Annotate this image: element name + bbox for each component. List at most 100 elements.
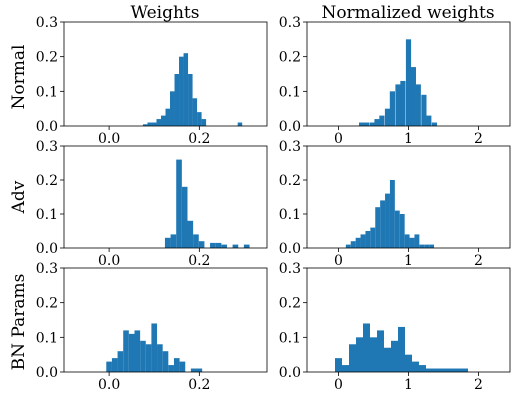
histogram-bar [192,98,198,126]
histogram-bar [424,244,430,248]
row-label-adv: Adv [9,180,29,214]
histogram-bar [431,122,437,126]
histogram-bar [142,124,148,126]
histogram-bar [400,80,406,126]
histogram-bar [134,330,141,372]
x-tick-label: 0 [334,377,343,393]
histogram-bar [117,351,124,372]
panel-normal-normalized-weights: 0.0 0.1 0.2 0.3 0 1 2 [279,15,511,147]
histogram-bar [345,244,351,248]
histogram-bar [243,244,250,248]
y-tick-label: 0.1 [36,84,58,100]
histogram-bar [179,361,186,372]
histogram-bar [197,112,202,126]
x-tick-label: 0.2 [188,377,210,393]
histogram-bar [454,368,461,372]
y-tick-label: 0.0 [36,241,58,257]
histogram-bar [395,84,401,126]
x-tick-label: 2 [474,131,483,147]
histogram-bar [370,337,377,372]
y-tick-label: 0.1 [36,330,58,346]
panel-bn-params-weights: 0.0 0.1 0.2 0.3 0.0 0.2 [36,261,268,393]
histogram-bar [162,351,169,372]
histogram-bar [426,115,432,126]
histogram-bar [170,91,175,126]
y-tick-label: 0.0 [36,119,58,135]
histogram-bar [419,365,426,372]
histogram-bar [190,368,197,372]
histogram-bar [237,122,243,126]
histogram-bar [160,115,166,126]
histogram-bar [398,326,405,372]
histogram-bar [384,108,391,126]
histogram-bar [179,56,184,126]
histogram-bar [365,231,371,248]
x-tick-label: 0.0 [98,377,120,393]
histogram-bar [176,159,182,248]
y-tick-label: 0.2 [279,173,301,189]
histogram-bar [165,108,171,126]
histogram-bar [181,186,188,248]
histogram-bar [461,368,468,372]
histogram-bar [415,84,421,126]
axes-frame [63,21,268,127]
panel-adv-weights: 0.0 0.1 0.2 0.3 0.0 0.2 [36,139,268,269]
histogram-bar [187,220,194,248]
histogram-bar [164,237,171,248]
histogram-bar [412,361,419,372]
histogram-bar [404,234,410,248]
axes-frame [63,267,268,373]
histogram-bar [375,207,381,248]
y-tick-label: 0.0 [279,119,301,135]
histogram-bar [198,241,205,248]
y-tick-label: 0.1 [36,207,58,223]
histogram-bar [374,119,380,126]
x-tick-label: 1 [404,377,413,393]
y-tick-label: 0.2 [279,296,301,312]
histogram-bar [429,244,435,248]
x-tick-label: 0 [334,131,343,147]
histogram-bar [174,74,180,126]
histogram-bar [405,39,412,126]
histogram-bar [168,365,174,372]
histogram-bar [409,237,415,248]
y-tick-label: 0.3 [279,139,301,155]
histogram-bar [410,67,416,126]
histogram-bar [399,214,405,248]
y-tick-label: 0.1 [279,207,301,223]
histogram-bar [421,94,427,126]
axes-frame [306,145,511,249]
histogram-bar [370,227,376,248]
histogram-bar [157,344,163,372]
histogram-bar [196,368,203,372]
histogram-bar [156,119,161,126]
histogram-bar [173,358,180,372]
panel-normal-weights: 0.0 0.1 0.2 0.3 0.0 0.2 [36,15,268,147]
histogram-bar [363,323,370,372]
histogram-bar [433,368,440,372]
x-tick-label: 0.0 [98,131,120,147]
histogram-bar [349,344,356,372]
histogram-bar [405,354,412,372]
x-tick-label: 0.2 [188,131,210,147]
y-tick-label: 0.2 [36,296,58,312]
histogram-bar [147,122,152,126]
histogram-bar [389,91,395,126]
histogram-bar [335,358,342,372]
column-title-normalized-weights: Normalized weights [321,3,494,23]
panel-bn-params-normalized-weights: 0.0 0.1 0.2 0.3 0 1 2 [279,261,511,393]
histogram-bar [356,337,363,372]
histogram-bar [145,344,152,372]
y-tick-label: 0.1 [279,84,301,100]
histogram-bar [106,361,112,372]
row-label-normal: Normal [9,45,29,110]
y-tick-label: 0.3 [279,15,301,31]
axes-frame [63,145,268,249]
histogram-bar [128,333,135,372]
x-tick-label: 2 [474,253,483,269]
histogram-bar [391,340,398,372]
histogram-bar [151,323,158,372]
histogram-bar [419,244,425,248]
x-tick-label: 1 [404,131,413,147]
